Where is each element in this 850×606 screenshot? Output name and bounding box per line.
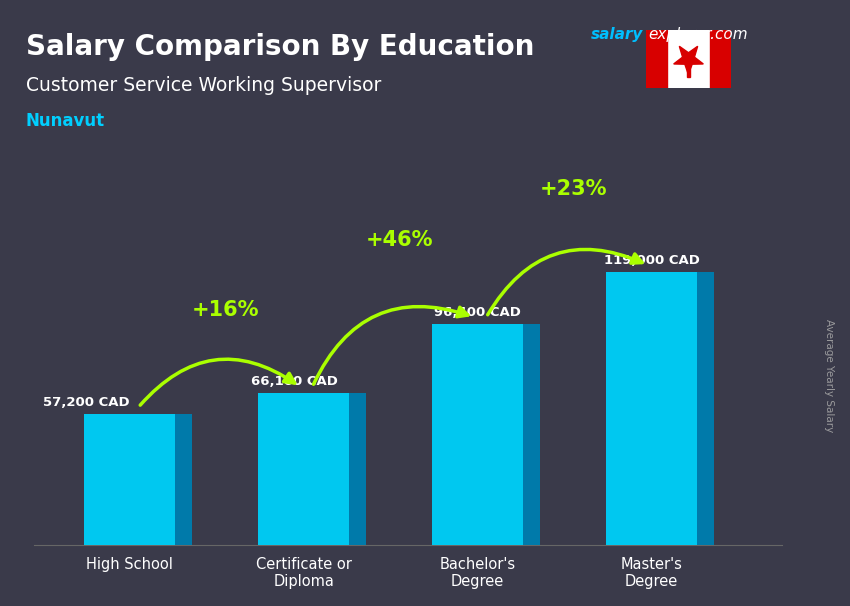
Bar: [606, 272, 697, 545]
Bar: [710, 30, 731, 88]
Text: +23%: +23%: [540, 179, 607, 199]
Text: 66,100 CAD: 66,100 CAD: [252, 376, 338, 388]
Text: 119,000 CAD: 119,000 CAD: [604, 254, 700, 267]
Polygon shape: [697, 272, 714, 545]
Bar: [84, 414, 175, 545]
Text: Customer Service Working Supervisor: Customer Service Working Supervisor: [26, 76, 381, 95]
Polygon shape: [523, 324, 541, 545]
Polygon shape: [175, 414, 192, 545]
Text: Nunavut: Nunavut: [26, 112, 105, 130]
Bar: [433, 324, 523, 545]
Text: 57,200 CAD: 57,200 CAD: [42, 396, 129, 409]
Text: 96,400 CAD: 96,400 CAD: [434, 306, 521, 319]
Polygon shape: [348, 393, 366, 545]
Text: explorer.com: explorer.com: [649, 27, 748, 42]
Bar: [687, 69, 690, 77]
Text: Average Yearly Salary: Average Yearly Salary: [824, 319, 834, 432]
Text: +46%: +46%: [366, 230, 433, 250]
Text: +16%: +16%: [191, 300, 259, 320]
Bar: [258, 393, 348, 545]
Polygon shape: [674, 46, 703, 75]
Bar: [646, 30, 667, 88]
Text: salary: salary: [591, 27, 643, 42]
Text: Salary Comparison By Education: Salary Comparison By Education: [26, 33, 534, 61]
